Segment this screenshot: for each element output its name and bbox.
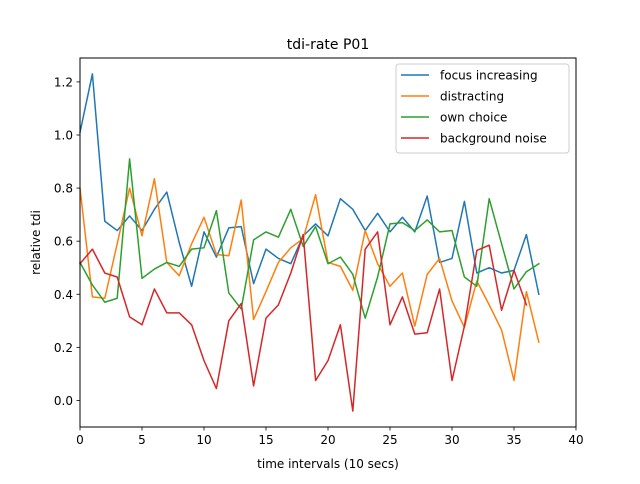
y-tick-label: 1.0	[54, 128, 73, 142]
x-tick-label: 25	[382, 433, 397, 447]
legend: focus increasing distracting own choice bac…	[395, 63, 570, 154]
x-tick-label: 40	[568, 433, 583, 447]
x-tick-label: 0	[76, 433, 84, 447]
y-tick-label: 0.8	[54, 182, 73, 196]
x-tick-label: 5	[138, 433, 146, 447]
x-tick-label: 30	[444, 433, 459, 447]
y-tick-label: 0.2	[54, 341, 73, 355]
legend-items: focus increasing distracting own choice bac…	[401, 69, 547, 146]
series-line-2	[79, 178, 540, 382]
legend-box	[395, 63, 570, 154]
series-line-3	[78, 158, 540, 319]
y-axis: 0.0 0.2 0.4 0.6 0.8 1.0 1.2	[54, 75, 80, 408]
y-tick-label: 0.4	[54, 288, 73, 302]
chart-title: tdi-rate P01	[287, 37, 369, 53]
series-line-4	[78, 231, 528, 412]
legend-label-1: focus increasing	[440, 69, 538, 83]
x-axis: 0 5 10 15 20 25 30 35 40	[76, 427, 584, 447]
y-tick-label: 0.6	[54, 235, 73, 249]
legend-label-4: background noise	[440, 132, 547, 146]
x-tick-label: 20	[320, 433, 335, 447]
y-tick-label: 1.2	[54, 75, 73, 89]
plot-lines	[78, 73, 540, 412]
x-tick-label: 10	[196, 433, 211, 447]
legend-label-3: own choice	[440, 111, 507, 125]
series-line-1	[79, 73, 540, 296]
y-tick-label: 0.0	[54, 394, 73, 408]
y-axis-label: relative tdi	[29, 210, 43, 275]
x-tick-label: 15	[258, 433, 273, 447]
x-axis-label: time intervals (10 secs)	[257, 457, 399, 471]
legend-label-2: distracting	[440, 90, 504, 104]
x-tick-label: 35	[506, 433, 521, 447]
